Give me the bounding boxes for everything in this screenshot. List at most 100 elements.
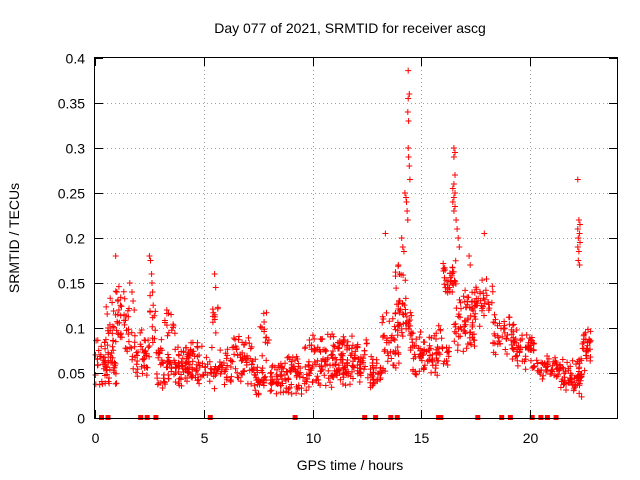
data-point: [452, 149, 458, 156]
data-point: [157, 379, 164, 386]
data-point: [395, 262, 402, 268]
data-point: [263, 357, 270, 364]
data-point: [490, 319, 497, 326]
data-point: [527, 345, 534, 352]
data-point: [502, 346, 509, 353]
data-point: [452, 323, 459, 330]
data-point: [251, 382, 258, 389]
data-point: [184, 375, 191, 382]
y-tick-label: 0.25: [58, 186, 85, 202]
data-point: [173, 364, 180, 371]
data-point: [252, 387, 259, 394]
data-point: [370, 377, 377, 383]
data-point: [267, 370, 274, 377]
data-point: [396, 307, 403, 314]
data-point: [409, 330, 416, 337]
data-point: [508, 331, 515, 338]
data-point: [158, 336, 165, 343]
data-point: [449, 268, 456, 275]
data-point: [113, 289, 120, 295]
data-point: [109, 299, 116, 306]
data-point: [561, 370, 568, 377]
data-point: [416, 353, 423, 360]
zero-marker: [138, 415, 144, 420]
data-point: [339, 381, 346, 387]
data-point: [257, 323, 264, 330]
data-point: [297, 365, 304, 372]
data-point: [429, 356, 436, 363]
data-point: [347, 373, 354, 380]
data-point: [264, 340, 271, 347]
data-point: [277, 371, 284, 378]
data-point: [464, 315, 471, 322]
data-point: [295, 360, 302, 367]
data-point: [142, 347, 149, 354]
data-point: [131, 307, 138, 313]
data-point: [325, 367, 332, 374]
data-point: [322, 382, 329, 389]
data-point: [198, 343, 205, 350]
data-point: [343, 360, 350, 367]
data-point: [316, 346, 323, 353]
data-point: [369, 382, 376, 389]
data-point: [349, 342, 356, 349]
data-point: [392, 364, 399, 371]
data-point: [438, 335, 445, 342]
data-point: [369, 356, 376, 363]
data-point: [478, 302, 485, 309]
data-point: [134, 373, 141, 380]
data-point: [94, 337, 101, 344]
data-point: [436, 345, 442, 352]
data-point: [395, 360, 402, 367]
data-point: [357, 369, 364, 376]
data-point: [171, 330, 178, 337]
data-point: [373, 365, 379, 372]
data-point: [464, 341, 471, 347]
data-point: [129, 289, 135, 295]
data-point: [403, 199, 410, 205]
data-point: [171, 371, 177, 378]
data-point: [447, 278, 454, 285]
data-point: [386, 339, 392, 346]
data-point: [234, 369, 241, 376]
data-point: [165, 375, 172, 382]
data-point: [421, 339, 428, 346]
data-point: [577, 221, 583, 228]
data-point: [117, 312, 124, 319]
data-point: [344, 342, 351, 349]
data-point: [335, 362, 342, 369]
data-point: [445, 348, 451, 355]
data-point: [110, 308, 117, 314]
data-point: [406, 163, 413, 169]
data-point: [362, 363, 368, 370]
zero-marker: [362, 415, 368, 420]
data-point: [544, 363, 551, 370]
data-point: [130, 365, 137, 372]
data-point: [107, 295, 114, 302]
data-point: [522, 344, 529, 351]
data-point: [118, 334, 125, 341]
data-point: [412, 368, 419, 375]
data-point: [235, 374, 242, 381]
x-tick-label: 10: [306, 430, 322, 446]
data-point: [574, 176, 581, 183]
data-point: [354, 341, 361, 348]
zero-marker: [507, 415, 513, 420]
data-point: [491, 330, 498, 337]
data-point: [211, 316, 218, 323]
data-point: [393, 301, 400, 308]
data-point: [405, 318, 412, 325]
data-point: [238, 370, 245, 377]
data-point: [180, 349, 187, 356]
data-point: [151, 312, 158, 319]
data-point: [348, 345, 355, 352]
data-point: [574, 244, 581, 250]
y-axis-label: SRMTID / TECUs: [6, 183, 22, 293]
data-point: [109, 343, 116, 350]
data-point: [490, 349, 497, 356]
data-point: [364, 374, 371, 381]
data-point: [298, 391, 305, 397]
data-point: [575, 217, 582, 223]
data-point: [121, 321, 128, 328]
data-point: [185, 349, 192, 356]
